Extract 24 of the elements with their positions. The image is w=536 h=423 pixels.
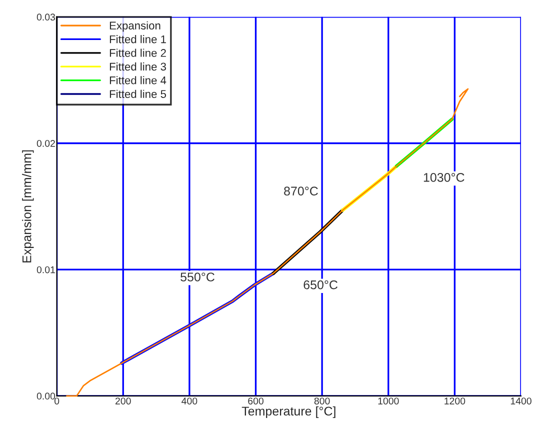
legend-label: Fitted line 5 — [110, 90, 166, 98]
legend-label: Expansion — [110, 21, 160, 32]
x-tick-label: 1200 — [444, 398, 466, 404]
annotation: 550°C — [180, 272, 214, 282]
x-tick-label: 0 — [54, 398, 60, 404]
x-tick-label: 1000 — [378, 398, 399, 404]
legend-label: Fitted line 2 — [110, 48, 166, 57]
x-tick-label: 600 — [248, 398, 264, 404]
annotation: 650°C — [304, 280, 338, 290]
legend-label: Fitted line 1 — [110, 35, 166, 44]
y-axis-title: Expansion [mm/mm] — [22, 150, 34, 262]
annotation: 1030°C — [424, 173, 464, 182]
annotation: 870°C — [284, 186, 318, 196]
legend-label: Fitted line 4 — [110, 76, 166, 84]
y-tick-label: 0.00 — [36, 392, 56, 400]
x-tick-label: 400 — [182, 398, 198, 404]
y-tick-label: 0.01 — [36, 266, 55, 274]
y-tick-label: 0.02 — [36, 140, 55, 147]
x-tick-label: 200 — [116, 398, 131, 404]
x-axis-title: Temperature [°C] — [242, 406, 336, 418]
legend-label: Fitted line 3 — [110, 62, 166, 71]
y-tick-label: 0.03 — [36, 14, 55, 21]
x-tick-label: 800 — [314, 398, 330, 404]
x-tick-label: 1400 — [510, 398, 532, 404]
